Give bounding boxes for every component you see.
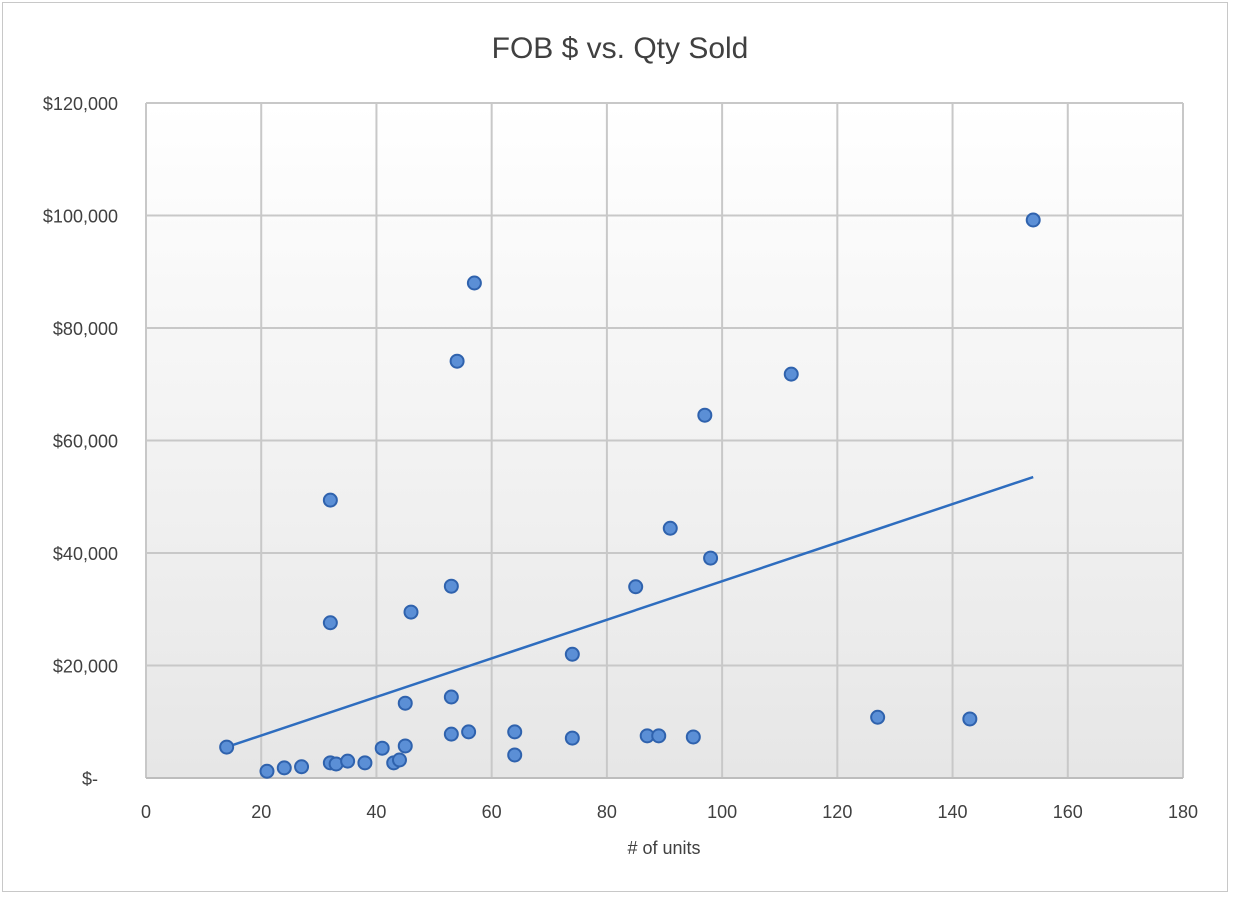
y-tick-label: $40,000 (53, 544, 118, 564)
data-point (322, 615, 338, 631)
data-point (685, 729, 701, 745)
data-point (507, 724, 523, 740)
data-point (697, 407, 713, 423)
chart-title: FOB $ vs. Qty Sold (492, 32, 749, 65)
data-point (340, 753, 356, 769)
data-point (628, 579, 644, 595)
x-tick-label: 60 (482, 802, 502, 822)
data-point (276, 760, 292, 776)
data-point (564, 646, 580, 662)
data-point (466, 275, 482, 291)
data-point (443, 689, 459, 705)
data-point (662, 520, 678, 536)
x-tick-label: 140 (938, 802, 968, 822)
data-point (443, 726, 459, 742)
data-point (651, 728, 667, 744)
data-point (449, 353, 465, 369)
y-tick-label: $80,000 (53, 319, 118, 339)
data-point (443, 578, 459, 594)
data-point (1025, 212, 1041, 228)
data-point (783, 366, 799, 382)
data-point (461, 724, 477, 740)
x-tick-label: 120 (822, 802, 852, 822)
y-tick-label: $100,000 (43, 207, 118, 227)
data-point (294, 759, 310, 775)
data-point (259, 763, 275, 779)
x-tick-label: 80 (597, 802, 617, 822)
data-point (703, 550, 719, 566)
x-tick-label: 20 (251, 802, 271, 822)
data-point (870, 709, 886, 725)
data-point (374, 740, 390, 756)
data-point (357, 755, 373, 771)
data-point (397, 695, 413, 711)
data-point (322, 492, 338, 508)
x-tick-label: 100 (707, 802, 737, 822)
x-tick-label: 0 (141, 802, 151, 822)
x-tick-label: 40 (366, 802, 386, 822)
y-tick-label: $20,000 (53, 657, 118, 677)
x-tick-label: 160 (1053, 802, 1083, 822)
x-axis-label: # of units (627, 838, 700, 858)
data-point (962, 711, 978, 727)
y-tick-label: $60,000 (53, 432, 118, 452)
trendline (226, 475, 1034, 749)
data-point (219, 739, 235, 755)
data-point (564, 730, 580, 746)
x-tick-label: 180 (1168, 802, 1198, 822)
data-point (397, 738, 413, 754)
y-tick-label: $- (82, 769, 98, 789)
y-tick-label: $120,000 (43, 94, 118, 114)
data-point (403, 604, 419, 620)
data-point (391, 752, 407, 768)
data-point (507, 747, 523, 763)
